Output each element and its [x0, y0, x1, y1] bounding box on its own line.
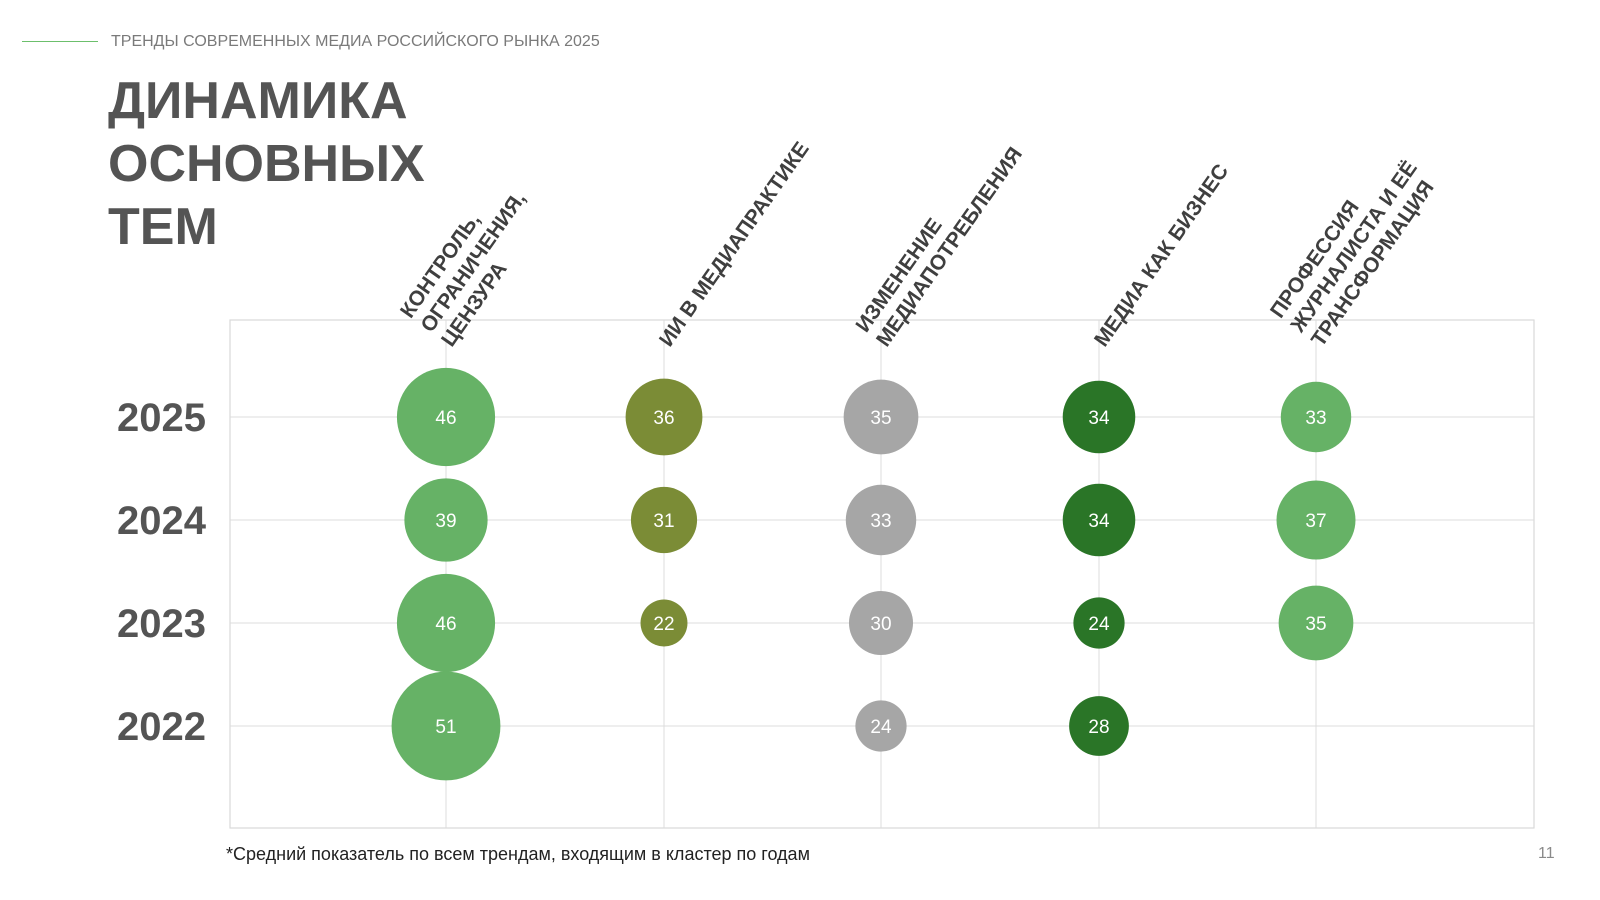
- bubble: [1276, 480, 1356, 560]
- bubble-value-label: 36: [653, 408, 674, 429]
- bubble: [396, 573, 496, 673]
- year-label: 2022: [117, 705, 206, 749]
- bubble-value-label: 30: [870, 614, 891, 635]
- bubble: [845, 484, 917, 556]
- bubble: [1062, 380, 1136, 454]
- bubble: [1062, 483, 1136, 557]
- category-label: ИИ В МЕДИАПРАКТИКЕ: [655, 138, 814, 351]
- bubble: [855, 700, 907, 752]
- bubble: [625, 378, 703, 456]
- year-label: 2023: [117, 602, 206, 646]
- bubble-value-label: 51: [435, 717, 456, 738]
- bubble: [396, 367, 496, 467]
- bubble: [640, 599, 688, 647]
- year-label: 2025: [117, 396, 206, 440]
- footnote: *Средний показатель по всем трендам, вхо…: [226, 844, 810, 864]
- bubble: [1073, 597, 1125, 649]
- bubble-value-label: 46: [435, 408, 456, 429]
- bubble: [1069, 696, 1129, 756]
- page-title-line: ТЕМ: [108, 198, 218, 256]
- bubble-value-label: 34: [1088, 511, 1110, 532]
- header-text: ТРЕНДЫ СОВРЕМЕННЫХ МЕДИА РОССИЙСКОГО РЫН…: [111, 33, 600, 50]
- bubble: [1280, 381, 1352, 453]
- category-label-line: МЕДИА КАК БИЗНЕС: [1090, 160, 1233, 351]
- category-label-line: ИИ В МЕДИАПРАКТИКЕ: [655, 138, 814, 351]
- bubble-value-label: 31: [653, 511, 674, 532]
- bubble-value-label: 39: [435, 511, 456, 532]
- bubble: [391, 671, 501, 781]
- bubble-value-label: 24: [1088, 614, 1110, 635]
- plot-frame: [229, 319, 1535, 829]
- bubble: [630, 486, 698, 554]
- bubble-value-label: 37: [1305, 511, 1326, 532]
- bubble-value-label: 35: [1305, 614, 1326, 635]
- header-accent-line: [22, 41, 98, 42]
- bubble: [1278, 585, 1354, 661]
- bubble-value-label: 24: [870, 717, 892, 738]
- page-number: 11: [1538, 845, 1555, 862]
- page-title-line: ОСНОВНЫХ: [108, 135, 425, 193]
- category-label: МЕДИА КАК БИЗНЕС: [1090, 160, 1233, 351]
- bubble: [848, 590, 914, 656]
- bubble-value-label: 28: [1088, 717, 1109, 738]
- bubble-value-label: 46: [435, 614, 456, 635]
- page-title: ДИНАМИКА ОСНОВНЫХ ТЕМ: [108, 70, 425, 259]
- bubble-value-label: 33: [1305, 408, 1326, 429]
- bubble: [843, 379, 919, 455]
- category-label: КОНТРОЛЬ,ОГРАНИЧЕНИЯ,ЦЕНЗУРА: [396, 188, 530, 351]
- bubble-value-label: 34: [1088, 408, 1110, 429]
- bubble-value-label: 22: [653, 614, 674, 635]
- bubble-value-label: 33: [870, 511, 891, 532]
- bubble-value-label: 35: [870, 408, 891, 429]
- year-label: 2024: [117, 499, 207, 543]
- page-title-line: ДИНАМИКА: [108, 72, 408, 130]
- bubble: [404, 478, 488, 562]
